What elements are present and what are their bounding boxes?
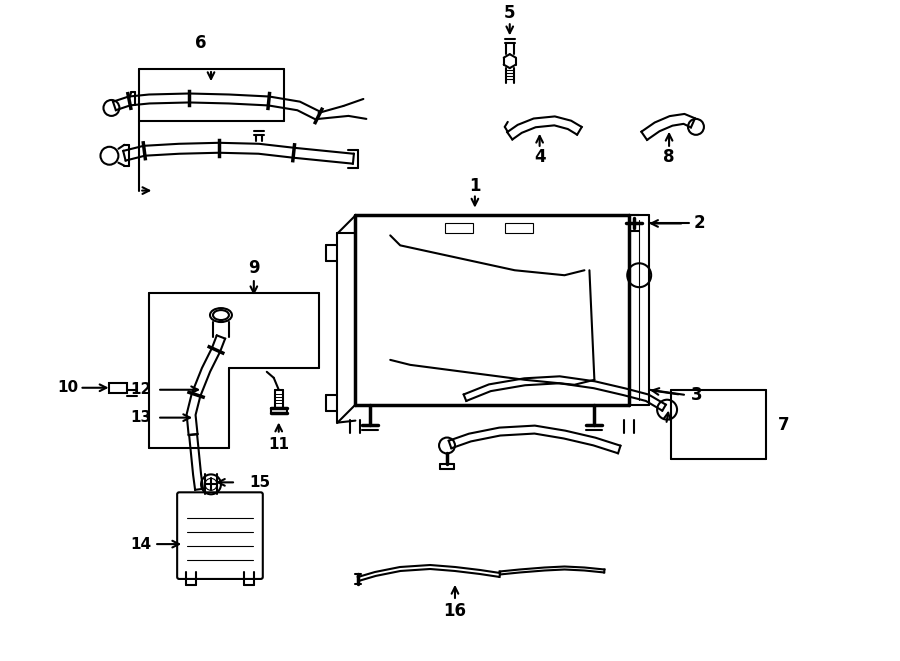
Text: 14: 14 [130, 537, 152, 551]
Text: 9: 9 [248, 259, 259, 277]
Text: 11: 11 [268, 437, 289, 452]
Text: 5: 5 [504, 5, 516, 22]
Text: 16: 16 [444, 602, 466, 620]
Text: 13: 13 [130, 410, 152, 425]
Text: 4: 4 [534, 147, 545, 166]
Text: 12: 12 [130, 382, 152, 397]
Text: 2: 2 [693, 214, 705, 233]
Text: 10: 10 [57, 380, 78, 395]
Text: 3: 3 [691, 386, 703, 404]
Bar [505, 223, 533, 233]
Text: 1: 1 [469, 176, 481, 194]
Bar [445, 223, 473, 233]
Text: 8: 8 [663, 147, 675, 166]
Text: 15: 15 [248, 475, 270, 490]
Text: 6: 6 [195, 34, 207, 52]
Text: 7: 7 [778, 416, 789, 434]
Bar [110, 383, 128, 393]
